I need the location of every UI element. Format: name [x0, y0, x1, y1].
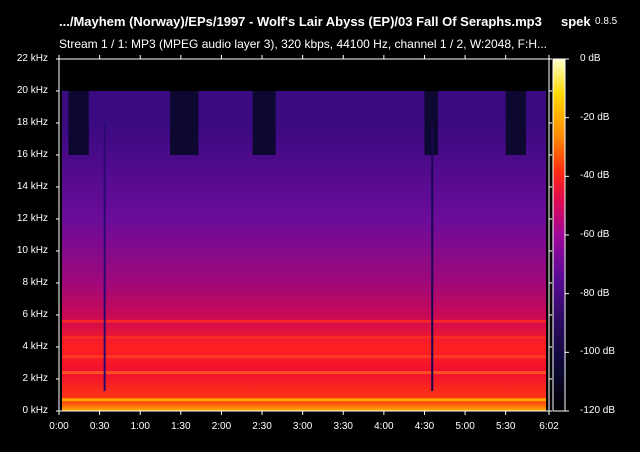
x-tick-label: 2:30 [252, 421, 272, 432]
low-cutoff-section [252, 91, 276, 155]
spectrum-body [62, 91, 546, 411]
spectrogram-plot [59, 59, 549, 411]
x-tick-label: 0:30 [89, 421, 110, 432]
y-tick-label: 16 kHz [16, 149, 48, 160]
y-tick-label: 20 kHz [16, 85, 48, 96]
frequency-band [62, 355, 546, 359]
y-tick-label: 22 kHz [16, 53, 48, 64]
y-tick-label: 2 kHz [22, 373, 48, 384]
x-tick-label: 4:00 [374, 421, 394, 432]
y-tick-label: 12 kHz [16, 213, 48, 224]
y-tick-label: 10 kHz [16, 245, 48, 256]
frequency-band [62, 371, 546, 375]
x-tick-label: 6:02 [539, 421, 559, 432]
y-tick-label: 18 kHz [16, 117, 48, 128]
x-tick-label: 0:00 [49, 421, 69, 432]
colorbar-tick-label: -120 dB [580, 405, 616, 416]
y-tick-label: 0 kHz [22, 405, 48, 416]
x-tick-label: 1:30 [171, 421, 191, 432]
colorbar-tick-label: -80 dB [580, 287, 610, 299]
x-tick-label: 1:00 [130, 421, 150, 432]
low-cutoff-section [68, 91, 89, 155]
colorbar-tick-label: 0 dB [580, 53, 601, 64]
dropout-line [103, 123, 106, 391]
y-tick-label: 6 kHz [22, 309, 48, 320]
frequency-band [62, 335, 546, 339]
dropout-line [431, 123, 434, 391]
x-tick-label: 5:00 [455, 421, 475, 432]
colorbar-tick-label: -40 dB [580, 170, 610, 182]
colorbar-tick-label: -100 dB [580, 346, 616, 358]
low-cutoff-section [169, 91, 199, 155]
plot-frame [58, 58, 550, 412]
low-cutoff-section [505, 91, 526, 155]
y-tick-label: 4 kHz [22, 341, 48, 352]
y-tick-label: 8 kHz [22, 277, 48, 288]
file-title: .../Mayhem (Norway)/EPs/1997 - Wolf's La… [59, 14, 542, 29]
colorbar [553, 59, 565, 411]
app-name: spek [561, 14, 591, 29]
colorbar-tick-label: -20 dB [580, 111, 610, 123]
stream-info: Stream 1 / 1: MP3 (MPEG audio layer 3), … [59, 37, 548, 51]
x-tick-label: 4:30 [414, 421, 435, 432]
x-tick-label: 2:00 [211, 421, 232, 432]
y-tick-label: 14 kHz [16, 181, 48, 192]
low-cutoff-section [424, 91, 439, 155]
colorbar-tick-label: -60 dB [580, 229, 610, 240]
frequency-band [62, 398, 546, 402]
x-tick-label: 3:00 [292, 421, 313, 432]
app-version: 0.8.5 [595, 16, 618, 27]
x-tick-label: 3:30 [333, 421, 353, 432]
axes [56, 55, 569, 415]
frequency-band [62, 319, 546, 323]
x-tick-label: 5:30 [495, 421, 516, 432]
